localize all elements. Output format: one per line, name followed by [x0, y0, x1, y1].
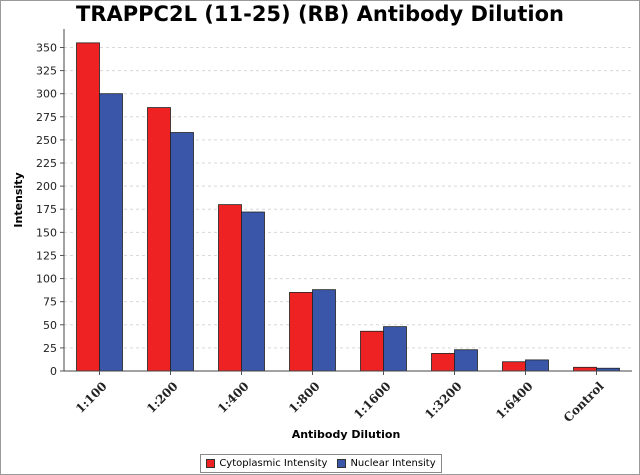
y-tick-label: 75 — [43, 296, 57, 309]
y-tick-label: 175 — [36, 203, 57, 216]
y-tick-label: 225 — [36, 157, 57, 170]
x-tick-label: 1:100 — [73, 379, 110, 416]
legend-item-cytoplasmic: Cytoplasmic Intensity — [206, 458, 327, 469]
axes — [63, 29, 632, 372]
bar-cytoplasmic — [360, 330, 384, 372]
x-tick-label: 1:1600 — [351, 379, 394, 422]
bar-nuclear — [312, 289, 336, 372]
x-tick-label: 1:400 — [215, 379, 252, 416]
y-tick-label: 300 — [36, 88, 57, 101]
x-tick-label: 1:200 — [144, 379, 181, 416]
y-tick-label: 325 — [36, 65, 57, 78]
y-tick-label: 250 — [36, 134, 57, 147]
y-tick-label: 150 — [36, 226, 57, 239]
legend-swatch-red — [206, 459, 216, 468]
x-axis-ticks: 1:100 1:200 1:400 1:800 1:1600 1:3200 1:6400 Co… — [73, 371, 607, 425]
y-tick-label: 350 — [36, 41, 57, 54]
x-tick-label: 1:800 — [286, 379, 323, 416]
y-tick-label: 200 — [36, 180, 57, 193]
bar-cytoplasmic — [147, 107, 171, 372]
bar-cytoplasmic — [76, 42, 100, 372]
legend-label-cytoplasmic: Cytoplasmic Intensity — [219, 458, 328, 469]
y-tick-label: 0 — [50, 365, 57, 378]
x-tick-label: 1:6400 — [493, 379, 536, 422]
bar-cytoplasmic — [573, 366, 597, 372]
bar-cytoplasmic — [289, 292, 313, 372]
bar-cytoplasmic — [218, 204, 242, 372]
legend-swatch-blue — [337, 459, 347, 468]
y-tick-label: 275 — [36, 111, 57, 124]
bar-nuclear — [525, 359, 549, 372]
x-axis-title: Antibody Dilution — [292, 428, 401, 441]
legend-label-nuclear: Nuclear Intensity — [350, 458, 436, 469]
legend-item-nuclear: Nuclear Intensity — [337, 458, 436, 469]
bar-nuclear — [99, 93, 123, 372]
chart-title: TRAPPC2L (11-25) (RB) Antibody Dilution — [76, 2, 564, 26]
y-axis-title: Intensity — [12, 172, 25, 227]
y-tick-label: 100 — [36, 273, 57, 286]
bar-nuclear — [241, 211, 265, 372]
y-tick-label: 125 — [36, 249, 57, 262]
x-tick-label: Control — [561, 379, 607, 425]
bar-nuclear — [170, 132, 194, 372]
bar-cytoplasmic — [502, 361, 526, 372]
bar-cytoplasmic — [431, 353, 455, 372]
bar-nuclear — [454, 349, 478, 372]
bars — [76, 42, 620, 372]
x-tick-label: 1:3200 — [422, 379, 465, 422]
y-tick-label: 25 — [43, 342, 57, 355]
legend: Cytoplasmic Intensity Nuclear Intensity — [200, 454, 442, 473]
y-axis-ticks: 0 25 50 75 100 125 150 175 200 225 250 275 300 325 350 — [36, 41, 64, 378]
bar-nuclear — [383, 326, 407, 372]
y-tick-label: 50 — [43, 319, 57, 332]
